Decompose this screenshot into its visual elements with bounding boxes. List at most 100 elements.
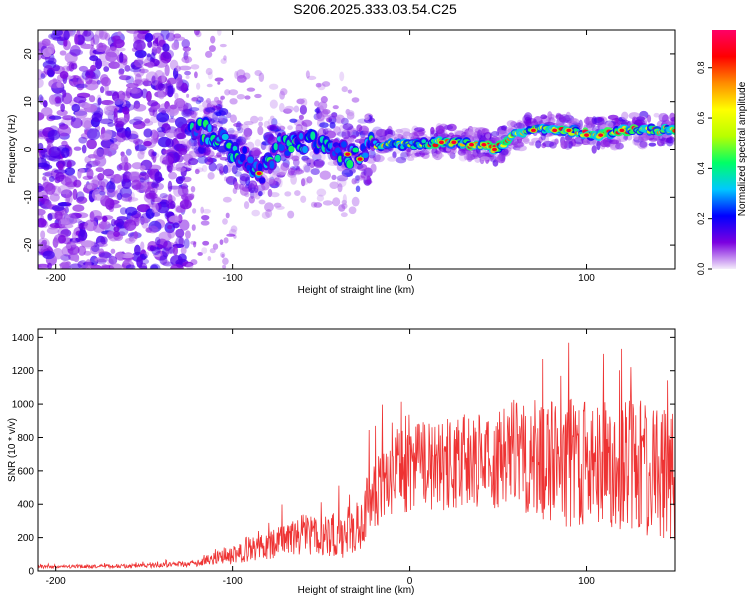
spectrogram-cell [92,34,100,45]
spectrogram-cell [128,236,134,242]
spectrogram-cell [225,212,230,219]
spectrogram-cell [72,188,78,201]
spectrogram-cell [223,237,229,244]
spectrogram-cell [78,65,89,72]
spectrogram-cell [149,263,161,269]
spectrogram-cell [242,146,248,154]
spectrogram-cell [320,108,329,118]
spectrogram-cell [247,156,254,164]
spectrogram-cell [222,218,228,225]
spectrogram-cell [83,30,88,37]
spectrogram-cell [110,174,122,184]
spectrogram-cell [600,143,606,150]
spectrogram-y-tick-label: -10 [23,190,34,205]
spectrogram-cell [376,136,386,141]
spectrogram-cell [254,93,262,99]
spectrogram-cell [125,206,138,216]
spectrogram-cell [400,152,410,158]
spectrogram-cell [264,202,274,212]
spectrogram-cell [162,85,169,96]
spectrogram-cell [38,77,44,89]
spectrogram-cell [316,188,327,197]
spectrogram-cell [257,190,263,197]
spectrogram-cell [263,120,270,129]
spectrogram-cell [212,243,219,250]
spectrogram-cell [55,171,65,183]
spectrogram-cell [535,140,542,149]
spectrogram-cell [41,106,53,117]
spectrogram-cell [290,174,297,185]
spectrogram-cell [243,127,253,138]
spectrogram-cell [301,155,309,161]
snr-y-tick-label: 1000 [12,400,35,411]
spectrogram-cell [395,156,407,164]
spectrogram-cell [287,210,295,219]
spectrogram-cell [648,137,658,142]
spectrogram-cell [295,123,303,133]
spectrogram-cell [89,55,99,62]
spectrogram-cell [278,143,285,152]
spectrogram-cell [77,245,87,256]
spectrogram-cell [288,145,295,153]
spectrogram-cell [190,141,200,150]
spectrogram-cell [349,137,355,143]
spectrogram-cell [57,202,71,207]
spectrogram-cell [349,168,356,174]
spectrogram-cell [665,137,674,147]
spectrogram-cell [321,81,331,87]
spectrogram-cell [94,257,108,263]
spectrogram-cell [146,225,159,234]
spectrogram-cell [133,30,144,42]
spectrogram-cell [219,43,227,48]
spectrogram-cell [42,176,47,181]
spectrogram-cell [182,261,194,268]
spectrogram-cell [329,181,339,190]
spectrogram-cell [172,245,179,256]
spectrogram-cell [615,142,624,150]
spectrogram-cell [202,208,212,214]
spectrogram-cell [322,109,331,115]
spectrogram-cell [188,150,200,158]
spectrogram-cell [492,159,499,167]
spectrogram-cell [246,87,256,92]
spectrogram-cell [191,145,198,150]
spectrogram-cell [167,117,177,123]
spectrogram-cell [659,138,670,144]
spectrogram-cell [174,92,179,100]
spectrogram-cell [632,133,640,141]
spectrogram-cell [316,106,321,115]
spectrogram-cell [104,189,118,195]
spectrogram-cell [122,174,130,183]
spectrogram-cell [99,51,111,62]
spectrogram-cell [217,115,228,125]
spectrogram-cell [57,163,64,171]
spectrogram-cell [59,50,67,56]
spectrogram-cell [273,143,279,151]
spectrogram-cell [319,122,329,129]
spectrogram-cell [52,247,64,260]
spectrogram-cell [152,108,158,118]
spectrogram-cell [60,147,70,159]
spectrogram-cell [90,179,100,187]
spectrogram-cell [400,151,408,161]
spectrogram-cell [510,121,518,127]
spectrogram-cell [299,104,308,115]
spectrogram-cell [86,168,94,180]
spectrogram-cell [205,107,216,113]
spectrogram-cell [133,65,145,78]
spectrogram-cell [64,213,77,225]
spectrogram-cell [169,104,177,110]
spectrogram-cell [156,126,166,133]
spectrogram-cell [126,171,140,181]
spectrogram-cell [47,213,53,221]
spectrogram-cell [48,175,55,183]
spectrogram-cell [114,62,127,69]
spectrogram-cell [111,91,120,102]
spectrogram-cell [364,179,373,185]
spectrogram-cell [226,112,232,119]
spectrogram-cell [658,112,669,123]
spectrogram-cell [352,147,359,153]
spectrogram-cell [54,96,62,104]
spectrogram-cell [98,31,108,40]
spectrogram-cell [364,115,370,121]
